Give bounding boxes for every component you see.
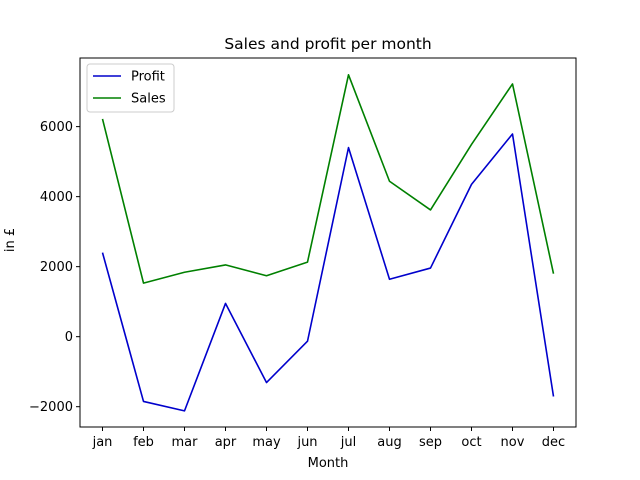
chart-title: Sales and profit per month — [224, 35, 431, 53]
series-line-sales — [101, 74, 555, 284]
x-tick-label: jun — [296, 435, 317, 450]
x-tick-label: dec — [542, 435, 565, 450]
x-tick-label: apr — [215, 435, 237, 450]
y-tick-label: −2000 — [29, 400, 73, 415]
plot-area: jan feb mar apr may jun jul aug sep oct nov dec −200… — [29, 57, 577, 450]
series-line-profit — [101, 133, 555, 412]
y-axis-label: in £ — [3, 228, 18, 252]
x-tick-label: may — [252, 435, 281, 450]
y-tick-label: 6000 — [40, 120, 73, 135]
legend-label-profit: Profit — [131, 70, 165, 85]
legend: Profit Sales — [86, 63, 175, 113]
x-tick-label: oct — [461, 435, 481, 450]
y-tick-label: 2000 — [40, 260, 73, 275]
x-tick-label: sep — [419, 435, 442, 450]
x-tick-label: aug — [377, 435, 401, 450]
y-tick-label: 4000 — [40, 190, 73, 205]
x-tick-label: jan — [92, 435, 113, 450]
x-axis-label: Month — [308, 456, 349, 471]
x-tick-label: nov — [501, 435, 525, 450]
legend-label-sales: Sales — [131, 92, 166, 107]
plot-frame — [79, 57, 577, 428]
x-tick-label: jul — [340, 435, 356, 450]
y-tick-label: 0 — [65, 330, 73, 345]
x-tick-label: mar — [172, 435, 199, 450]
x-tick-label: feb — [133, 435, 154, 450]
